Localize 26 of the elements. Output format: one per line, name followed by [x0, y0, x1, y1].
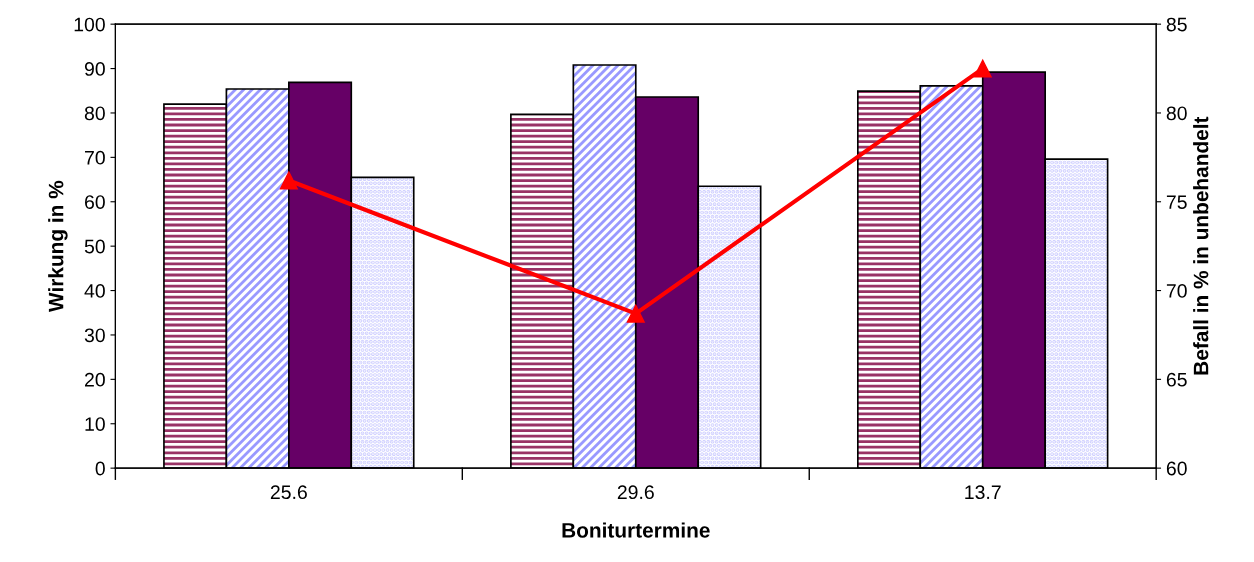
y2-tick-label: 65 [1166, 372, 1187, 387]
y2-tick-label: 70 [1166, 284, 1187, 298]
y-tick-label: 90 [84, 62, 105, 76]
x-tick-label: 13.7 [965, 485, 1001, 500]
y-tick-label: 30 [84, 328, 105, 343]
y-tick-label: 70 [85, 150, 105, 165]
y2-tick-label: 75 [1166, 195, 1187, 209]
y-tick-label: 20 [85, 372, 105, 387]
y-tick-label: 40 [84, 284, 105, 298]
y-tick-label: 60 [85, 195, 105, 209]
y2-axis-title: Befall in % in unbehandelt [1193, 116, 1209, 375]
y-tick-label: 50 [84, 239, 105, 254]
x-tick-label: 29.6 [617, 485, 654, 500]
point [279, 171, 298, 190]
x-axis-title: Boniturtermine [562, 522, 710, 538]
y2-tick-label: 80 [1166, 106, 1187, 121]
y-tick-label: 100 [74, 17, 105, 32]
point [626, 304, 645, 323]
x-tick-label: 25.6 [270, 485, 307, 500]
y2-tick-label: 85 [1166, 17, 1187, 32]
point [973, 59, 992, 78]
y-tick-label: 10 [85, 417, 105, 431]
y-tick-label: 80 [84, 106, 105, 121]
y-axis-title: Wirkung in % [48, 180, 68, 313]
y2-tick-label: 60 [1166, 461, 1187, 476]
y-tick-label: 0 [95, 461, 105, 476]
